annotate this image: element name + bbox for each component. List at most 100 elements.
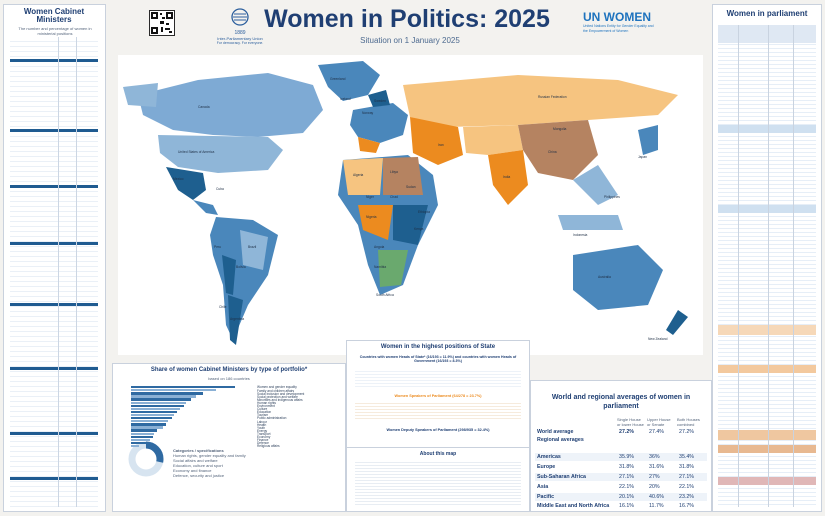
map-label-indonesia: Indonesia (573, 233, 588, 237)
portfolio-bar-label: Labour (257, 419, 267, 424)
portfolio-bar (131, 438, 151, 442)
portfolio-bar-label: Religious affairs (257, 444, 280, 449)
portfolio-bar-label: Economy (257, 435, 271, 439)
portfolio-bar (131, 395, 196, 398)
world-both: 27.2% (679, 429, 695, 435)
map-label-algeria: Algeria (353, 173, 364, 177)
regional-row: Asia 22.1% 20% 22.1% (537, 484, 695, 490)
map-label-australia: Australia (598, 275, 611, 279)
portfolio-bar-label: Energy (257, 428, 268, 433)
portfolio-legend-title: Categories / specifications (173, 448, 224, 453)
deputy-speakers-stat: Women Deputy Speakers of Parliament (298… (386, 428, 490, 432)
portfolio-bar (131, 401, 187, 404)
regional-row: Sub-Saharan Africa 27.1% 27% 27.1% (535, 473, 707, 481)
world-average-label: World average (537, 429, 574, 435)
ipu-emblem-icon (231, 8, 249, 26)
portfolio-title: Share of women Cabinet Ministers by type… (150, 367, 308, 373)
portfolio-legend-item: Social affairs and welfare (173, 458, 218, 463)
regional-row: Europe 31.8% 31.6% 31.8% (537, 464, 695, 470)
portfolio-bar (131, 429, 158, 432)
map-label-cuba: Cuba (216, 187, 224, 191)
unwomen-brand: UN WOMEN (583, 10, 651, 24)
regional-averages-label: Regional averages (537, 437, 584, 443)
regional-row: Americas 35.9% 36% 35.4% (535, 453, 707, 461)
map-label-china: China (548, 150, 557, 154)
map-label-mexico: Mexico (173, 177, 184, 181)
about-panel: About this map (346, 447, 530, 512)
portfolio-bar-label: Environment (257, 404, 275, 408)
portfolio-legend-item: Defence, security and justice (173, 473, 225, 478)
map-label-ethiopia: Ethiopia (418, 210, 430, 214)
map-label-niger: Niger (366, 195, 374, 199)
map-label-india: India (503, 175, 511, 179)
ipu-name: Inter-Parliamentary Union (217, 36, 263, 41)
world-map[interactable]: Canada United States of America Mexico C… (118, 55, 703, 355)
map-label-nigeria: Nigeria (366, 215, 377, 219)
cabinet-panel-intro: The number and percentage of women in mi… (18, 26, 92, 36)
map-label-chad: Chad (390, 195, 398, 199)
portfolio-bar-label: Youth (257, 425, 266, 430)
portfolio-bar-label: Human rights (257, 400, 276, 405)
world-single: 27.2% (619, 429, 635, 435)
portfolio-bar (131, 389, 217, 392)
portfolio-bar (131, 441, 147, 445)
map-label-bolivia: Bolivia (236, 265, 246, 269)
map-label-iceland: Iceland (340, 97, 351, 101)
portfolio-bar (131, 386, 236, 389)
portfolio-bar-label: Minorities and indigenous affairs (257, 397, 303, 402)
portfolio-bar (131, 432, 154, 435)
portfolio-bar-label: Family and children affairs (257, 388, 295, 393)
portfolio-note: based on 186 countries (208, 376, 250, 381)
portfolio-bar-label: Social protection and welfare (257, 394, 298, 399)
portfolio-bar-label: Public administration (257, 416, 287, 421)
unwomen-caption: United Nations Entity for Gender Equalit… (583, 24, 654, 33)
portfolio-bar (131, 392, 203, 395)
map-label-sweden: Sweden (374, 99, 386, 103)
portfolio-bar (131, 417, 172, 420)
map-label-mongolia: Mongolia (553, 127, 567, 131)
ipu-year: 1889 (234, 30, 246, 36)
speakers-stat: Women Speakers of Parliament (64/278 = 2… (394, 394, 482, 398)
world-upper: 27.4% (649, 429, 665, 435)
col-both-header: Both Houses combined (677, 417, 700, 427)
portfolio-bar-label: Culture (257, 407, 268, 412)
map-label-sudan: Sudan (406, 185, 416, 189)
cabinet-table[interactable] (10, 37, 98, 507)
map-label-usa: United States of America (178, 150, 215, 154)
parliament-table[interactable] (718, 25, 816, 507)
col-single-header: Single House or lower House (617, 417, 644, 427)
map-label-canada: Canada (198, 105, 210, 109)
parliament-panel: Women in parliament (712, 4, 822, 512)
unwomen-logo[interactable]: UN WOMEN United Nations Entity for Gende… (583, 10, 663, 48)
portfolio-bar (131, 435, 153, 438)
qr-code[interactable] (149, 10, 175, 36)
portfolio-bar (131, 426, 164, 429)
cabinet-ministers-panel: Women Cabinet Ministers The number and p… (3, 4, 106, 512)
map-label-namibia: Namibia (374, 265, 387, 269)
portfolio-bar (131, 407, 181, 411)
map-label-japan: Japan (638, 155, 647, 159)
portfolio-bar (131, 444, 140, 448)
portfolio-legend-item: Human rights, gender equality and family (173, 453, 246, 458)
portfolio-bar-label: Tourism (257, 413, 269, 418)
portfolio-bar (131, 420, 169, 423)
page-title: Women in Politics: 2025 (264, 5, 550, 33)
map-label-philippines: Philippines (604, 195, 620, 199)
ipu-logo[interactable]: 1889 Inter-Parliamentary Union For democ… (210, 8, 270, 48)
portfolio-donut (121, 439, 171, 479)
map-label-iran: Iran (438, 143, 444, 147)
portfolio-chart-panel: Share of women Cabinet Ministers by type… (112, 363, 346, 512)
portfolio-bar (131, 410, 177, 414)
map-label-chile: Chile (219, 305, 227, 309)
portfolio-bar-label: Defence (257, 441, 269, 446)
map-label-new-zealand: New Zealand (648, 337, 668, 341)
cabinet-panel-title: Women Cabinet Ministers (23, 7, 85, 24)
map-label-angola: Angola (374, 245, 385, 249)
portfolio-bar (131, 404, 184, 407)
map-label-russia: Russian Federation (538, 95, 567, 99)
parliament-panel-title: Women in parliament (726, 9, 808, 18)
regional-title: World and regional averages of women in … (551, 394, 691, 410)
map-label-brazil: Brazil (248, 245, 257, 249)
portfolio-bar-label: Transport (257, 431, 271, 436)
portfolio-legend: Categories / specifications Human rights… (173, 448, 253, 478)
